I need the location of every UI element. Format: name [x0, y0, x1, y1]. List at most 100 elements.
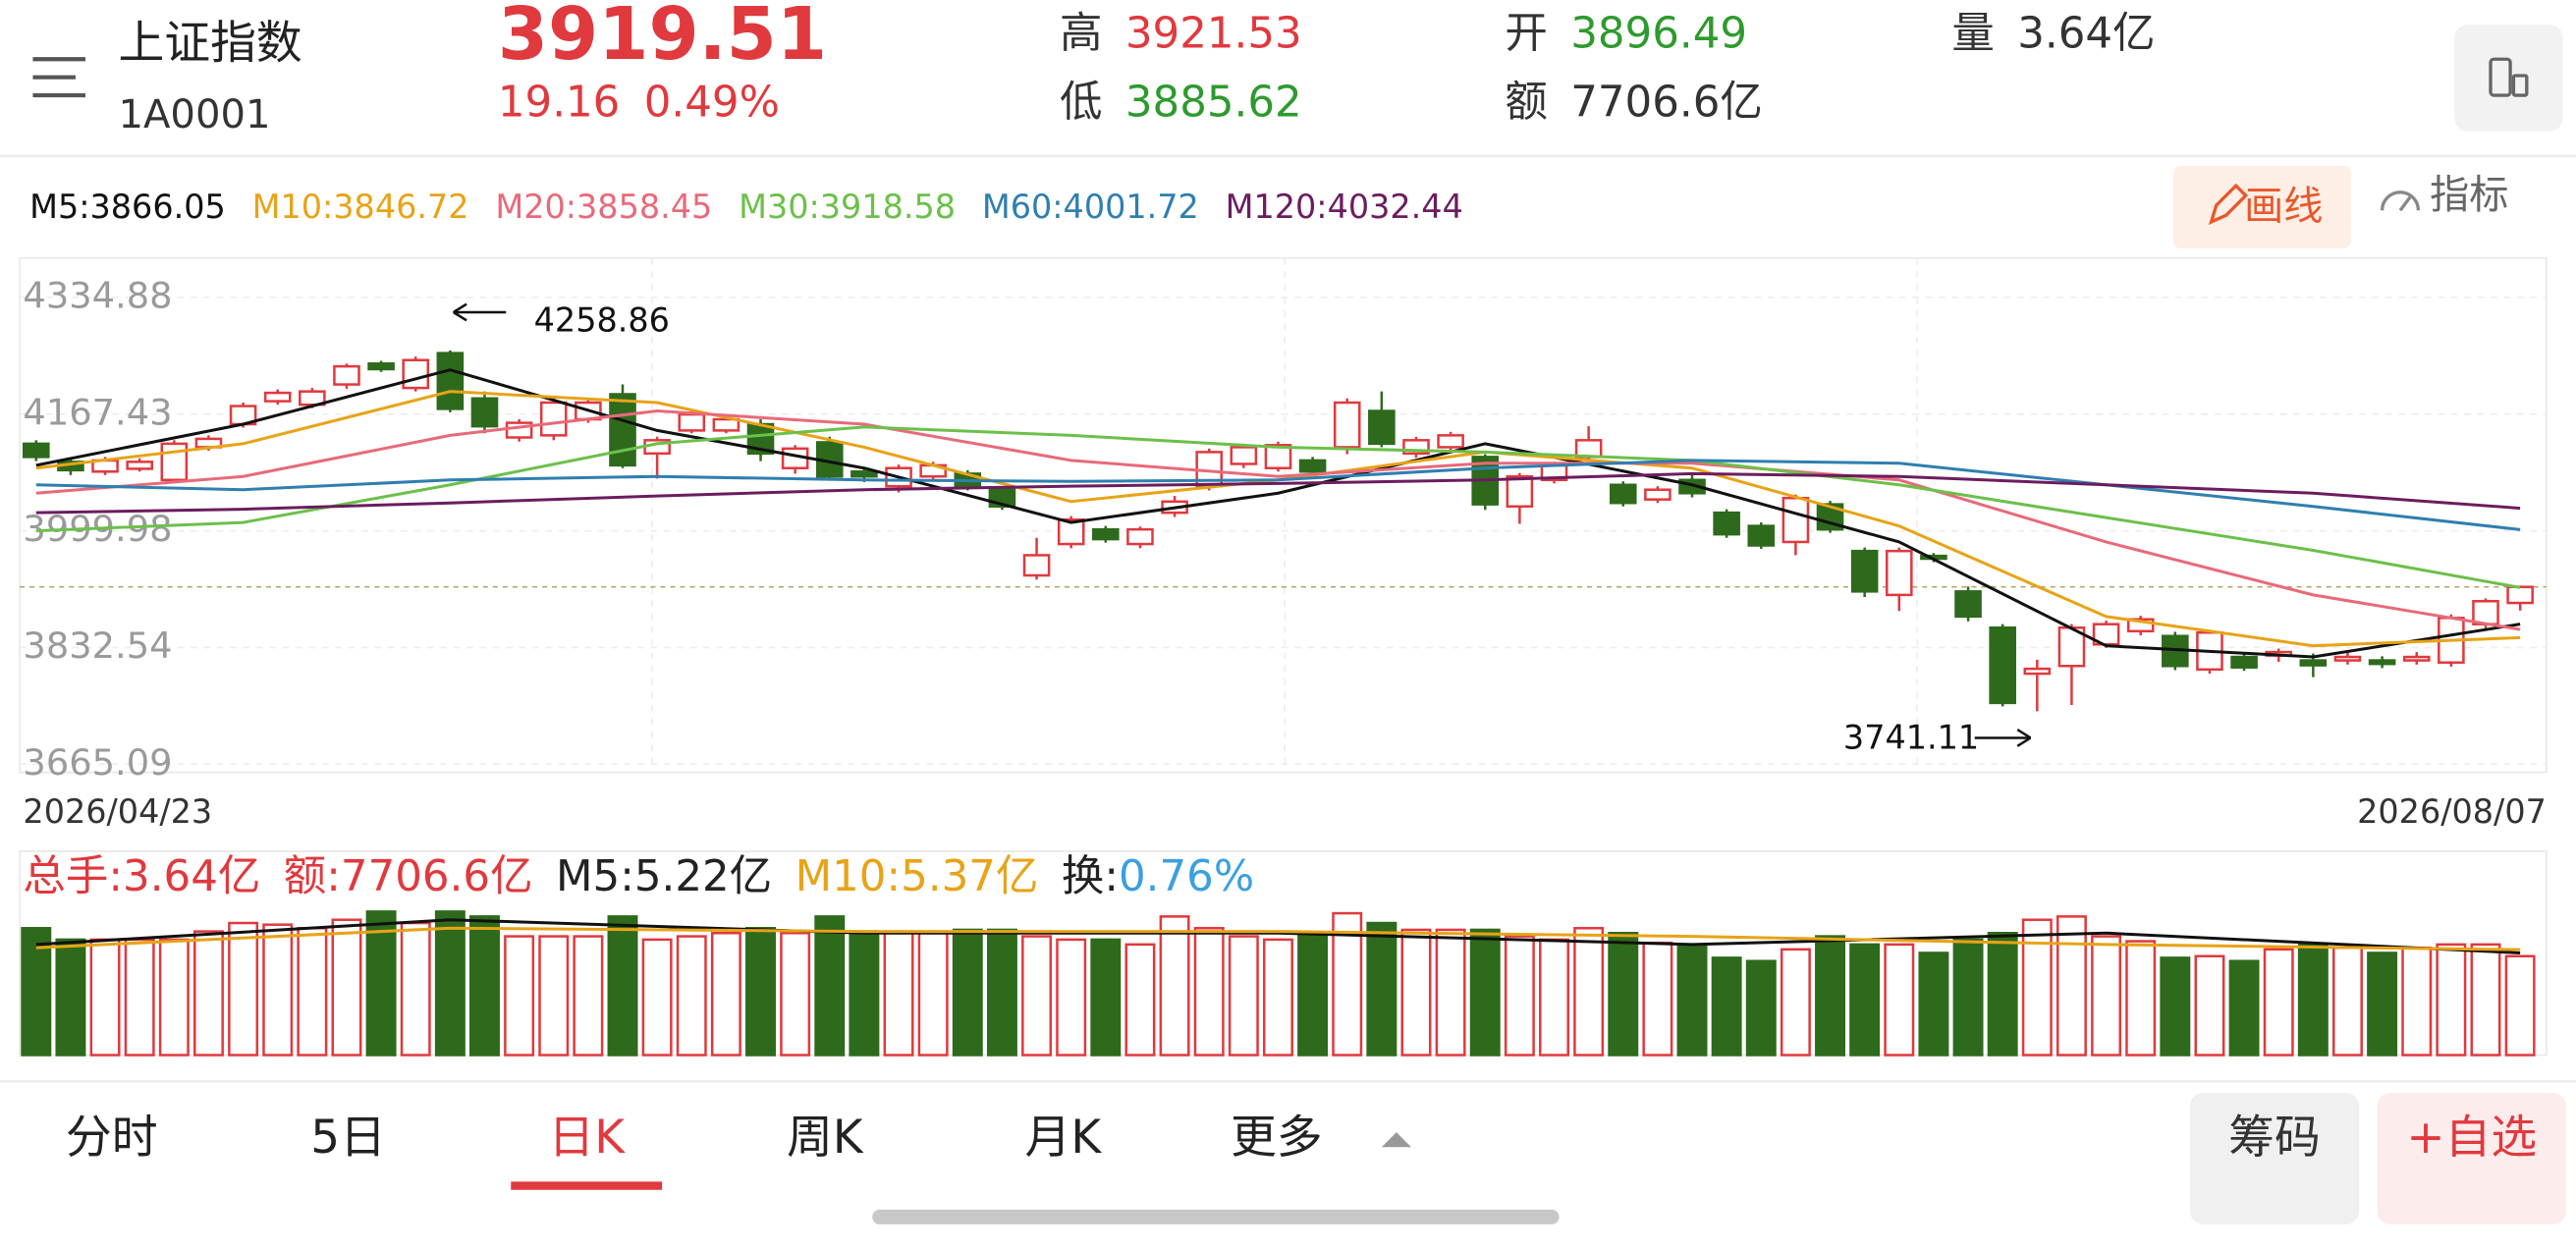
volume-bar — [2055, 915, 2087, 1057]
volume-bar — [1435, 928, 1466, 1057]
volume-bar — [228, 921, 259, 1057]
candle-body — [333, 364, 360, 386]
button[interactable]: +自选 — [2406, 1112, 2537, 1165]
volume-legend: 额:7706.6亿 — [284, 852, 533, 901]
volume-bar — [21, 927, 52, 1057]
candle-body — [470, 397, 499, 428]
volume-bar — [55, 938, 86, 1057]
button[interactable]: 筹码 — [2228, 1112, 2321, 1165]
volume-bar — [1193, 927, 1225, 1057]
volume: 3.64亿 — [2017, 9, 2155, 58]
volume-bar — [2297, 943, 2329, 1057]
volume-bar — [641, 938, 673, 1057]
home-indicator — [872, 1209, 1560, 1224]
button-bg — [2189, 1093, 2360, 1224]
volume-bar — [1262, 938, 1293, 1057]
price: 3919.51 — [498, 0, 827, 77]
candle-body — [1885, 549, 1913, 597]
volume-bar — [2401, 946, 2433, 1057]
volume-legend: 总手:3.64亿 — [23, 852, 260, 901]
label: 高 — [1060, 9, 1102, 58]
index-name: 上证指数 — [118, 17, 301, 70]
candle-body — [1989, 625, 2016, 705]
volume-bar — [124, 938, 155, 1057]
tab[interactable]: 日K — [548, 1112, 626, 1165]
x-tick-label: 2026/08/07 — [2357, 792, 2547, 831]
candle-body — [2023, 667, 2052, 676]
volume-bar — [2470, 943, 2501, 1057]
ma-line — [35, 409, 2521, 631]
candle-body — [126, 461, 153, 470]
change: 19.16 — [498, 79, 621, 128]
volume-ma-line — [35, 926, 2521, 951]
tab[interactable]: 5日 — [310, 1112, 386, 1165]
volume-bar — [2263, 948, 2294, 1057]
ma-line — [35, 425, 2521, 589]
volume-bar — [469, 915, 500, 1057]
volume-bar — [1228, 935, 1259, 1057]
indicator-button[interactable]: 指标 — [2380, 173, 2509, 218]
volume-bar — [538, 935, 570, 1057]
volume-legend: M5:5.22亿 — [556, 852, 772, 901]
volume-bar — [1124, 943, 1156, 1057]
volume-bar — [1090, 938, 1122, 1057]
max-annotation: 4258.86 — [453, 301, 670, 340]
landscape-button[interactable] — [2454, 25, 2563, 132]
y-tick-label: 3665.09 — [23, 741, 172, 784]
candle-body — [1781, 496, 1810, 544]
candle-body — [1954, 590, 1982, 619]
volume-bar — [2332, 946, 2363, 1057]
candle-body — [1609, 483, 1637, 505]
candle-body — [160, 442, 189, 482]
candle-body — [712, 417, 740, 432]
legend-entry: M20:3858.45 — [495, 188, 712, 226]
volume-bar — [1711, 956, 1742, 1057]
candle-body — [2368, 659, 2396, 666]
volume-bar — [780, 932, 811, 1057]
tab-underline — [511, 1181, 663, 1190]
candle-body — [1022, 554, 1051, 577]
indicator-label: 指标 — [2430, 173, 2508, 218]
legend-entry: M120:4032.44 — [1226, 188, 1463, 226]
candle-body — [402, 358, 430, 390]
candle-body — [1298, 459, 1327, 473]
volume-bar — [1608, 932, 1639, 1057]
draw-label: 画线 — [2244, 185, 2323, 230]
tab[interactable]: 更多 — [1231, 1112, 1323, 1165]
volume-bar — [1469, 928, 1501, 1057]
ma-line — [35, 368, 2521, 659]
candle-body — [1333, 401, 1361, 449]
draw-button[interactable]: 画线 — [2173, 166, 2351, 248]
legend-entry: M10:3846.72 — [252, 188, 469, 226]
legend-entry: M60:4001.72 — [982, 188, 1199, 226]
candle-body — [2230, 655, 2258, 669]
volume-bar — [1987, 932, 2018, 1057]
volume-bar — [1849, 943, 1881, 1057]
menu-icon[interactable] — [32, 57, 85, 98]
volume-bar — [917, 930, 949, 1057]
index-code: 1A0001 — [118, 92, 270, 137]
volume-bar — [89, 938, 121, 1057]
more-arrow — [1381, 1132, 1411, 1148]
volume-bar — [192, 930, 224, 1057]
label: 额 — [1505, 79, 1547, 128]
max-label: 4258.86 — [534, 301, 670, 340]
tab[interactable]: 周K — [787, 1112, 864, 1165]
candle-body — [436, 352, 465, 410]
candle-body — [23, 442, 50, 459]
volume-bar — [158, 938, 190, 1057]
ma-line — [35, 471, 2521, 515]
volume-bar — [2125, 940, 2157, 1057]
volume-bar — [331, 918, 362, 1057]
change-pct: 0.49% — [644, 79, 780, 128]
volume-bar — [952, 928, 983, 1057]
tab[interactable]: 月K — [1025, 1112, 1103, 1165]
candle-body — [1747, 524, 1776, 547]
tab[interactable]: 分时 — [66, 1112, 158, 1165]
volume-bar — [1780, 948, 1811, 1057]
volume-bar — [262, 923, 294, 1057]
volume-bar — [2228, 959, 2260, 1057]
label: 开 — [1505, 9, 1547, 58]
volume-bar — [2194, 954, 2225, 1057]
